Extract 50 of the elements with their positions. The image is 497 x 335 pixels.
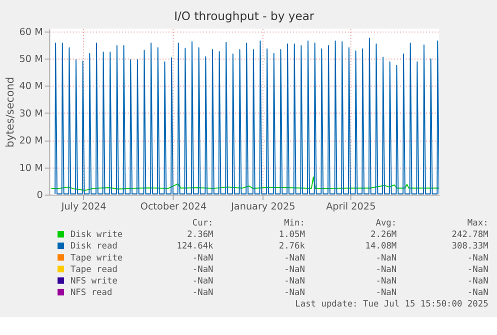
text: 14.08M	[365, 242, 397, 252]
text: 2.36M	[187, 230, 214, 240]
text: -NaN	[467, 253, 488, 264]
y-axis-title: bytes/second	[3, 76, 16, 148]
text: -NaN	[467, 288, 488, 298]
text: 242.78M	[452, 230, 488, 240]
text: Min:	[284, 218, 305, 229]
y-tick-label: 40 M	[19, 81, 43, 92]
y-tick-label: 0	[36, 190, 43, 202]
text: -NaN	[376, 253, 397, 264]
text: -NaN	[284, 264, 305, 275]
legend-label: NFS read	[70, 288, 112, 298]
x-tick-label: July 2024	[60, 202, 106, 213]
text: Avg:	[376, 218, 397, 229]
text: -NaN	[192, 276, 214, 286]
text: -NaN	[284, 276, 305, 286]
y-tick-label: 30 M	[19, 108, 43, 120]
x-tick-label: April 2025	[326, 202, 376, 213]
text: -NaN	[192, 288, 214, 298]
x-tick-label: January 2025	[230, 202, 296, 213]
text: -NaN	[467, 276, 488, 286]
y-tick-label: 60 M	[19, 26, 43, 38]
text: -NaN	[192, 253, 214, 264]
text: Cur:	[192, 218, 214, 229]
text: -NaN	[284, 253, 305, 264]
x-tick-label: October 2024	[140, 202, 207, 213]
text: -NaN	[376, 276, 397, 286]
legend-label: NFS write	[70, 276, 118, 286]
text: -NaN	[192, 264, 214, 275]
text: -NaN	[284, 288, 305, 298]
text: 2.26M	[370, 230, 397, 240]
line-series	[54, 38, 440, 194]
legend-label: Tape write	[70, 253, 123, 264]
text: Max:	[467, 218, 488, 229]
y-tick-label: 50 M	[19, 54, 43, 66]
text: -NaN	[376, 264, 397, 275]
line-series	[50, 176, 440, 191]
text: 1.05M	[278, 230, 305, 240]
legend-label: Disk read	[70, 242, 118, 252]
legend-label: Tape read	[70, 264, 118, 275]
text: 124.64k	[176, 242, 214, 252]
text: Last update: Tue Jul 15 15:50:00 2025	[295, 300, 488, 310]
chart-title: I/O throughput - by year	[174, 8, 314, 23]
text: -NaN	[467, 264, 488, 275]
text: 308.33M	[452, 242, 488, 252]
legend-label: Disk write	[70, 230, 123, 240]
y-tick-label: 10 M	[19, 162, 43, 174]
text: 2.76k	[278, 242, 306, 252]
y-tick-label: 20 M	[19, 136, 43, 147]
text: -NaN	[376, 288, 397, 298]
